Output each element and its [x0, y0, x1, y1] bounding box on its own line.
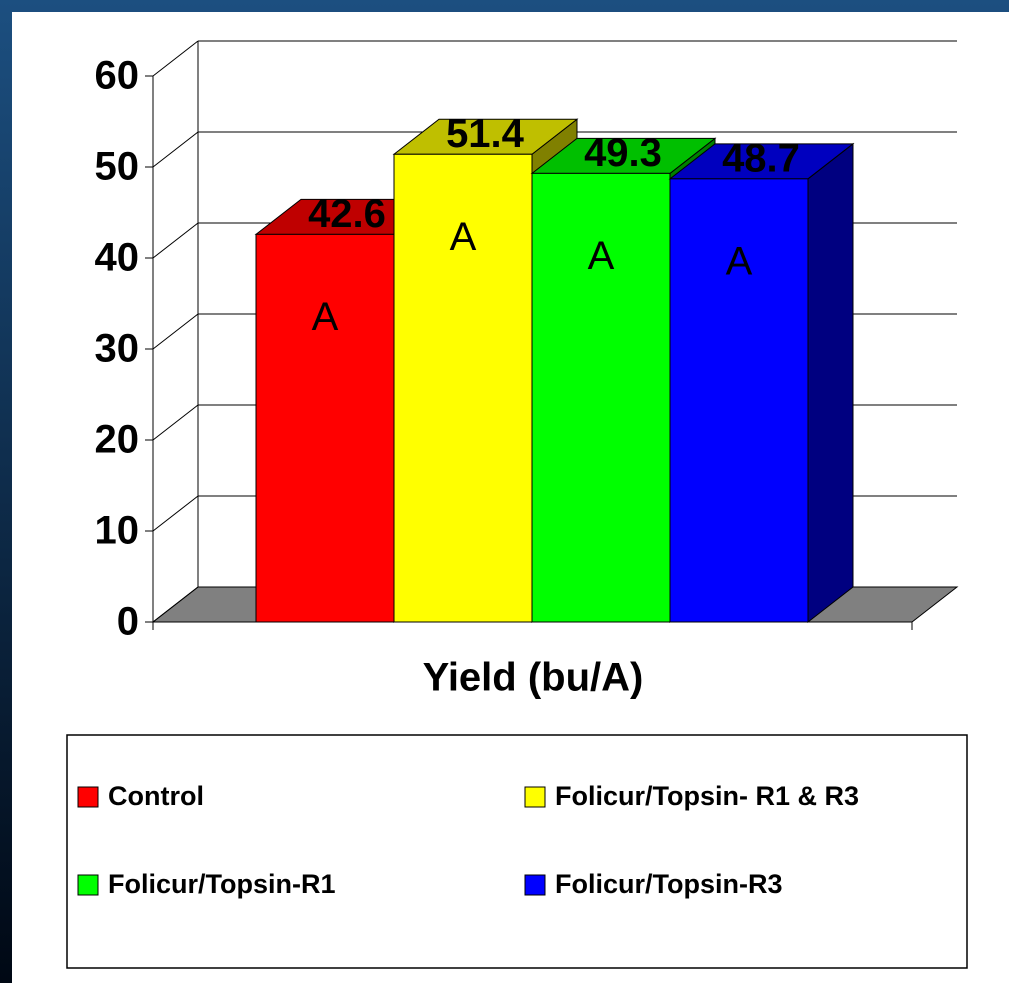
- legend-label: Folicur/Topsin-R1: [108, 869, 336, 899]
- y-tick-label: 30: [95, 327, 140, 371]
- y-tick-label: 0: [117, 600, 139, 644]
- legend-swatch: [524, 786, 546, 808]
- group-letter: A: [588, 234, 615, 278]
- data-label: 48.7: [722, 136, 800, 180]
- y-tick-label: 60: [95, 54, 140, 98]
- bar-side: [807, 142, 854, 624]
- grid-line: [152, 131, 199, 168]
- legend-label: Control: [108, 781, 204, 811]
- grid-line: [152, 222, 199, 259]
- group-letter: A: [312, 295, 339, 339]
- grid-line: [152, 40, 199, 77]
- legend-swatch: [524, 874, 546, 896]
- bar: [531, 172, 671, 623]
- y-tick-label: 50: [95, 145, 140, 189]
- data-label: 49.3: [584, 131, 662, 175]
- y-tick-label: 10: [95, 509, 140, 553]
- bar: [255, 233, 395, 623]
- grid-line: [152, 586, 199, 623]
- x-axis-label: Yield (bu/A): [423, 656, 644, 700]
- legend-label: Folicur/Topsin- R1 & R3: [555, 781, 859, 811]
- group-letter: A: [450, 215, 477, 259]
- grid-line: [152, 404, 199, 441]
- legend-swatch: [77, 874, 99, 896]
- legend-box: [66, 734, 968, 969]
- bar: [669, 178, 809, 623]
- legend-swatch: [77, 786, 99, 808]
- data-label: 51.4: [446, 112, 525, 156]
- grid-line: [152, 313, 199, 350]
- legend-label: Folicur/Topsin-R3: [555, 869, 783, 899]
- group-letter: A: [726, 239, 753, 283]
- data-label: 42.6: [308, 192, 386, 236]
- y-tick-label: 20: [95, 418, 140, 462]
- y-tick-label: 40: [95, 236, 140, 280]
- grid-line: [152, 495, 199, 532]
